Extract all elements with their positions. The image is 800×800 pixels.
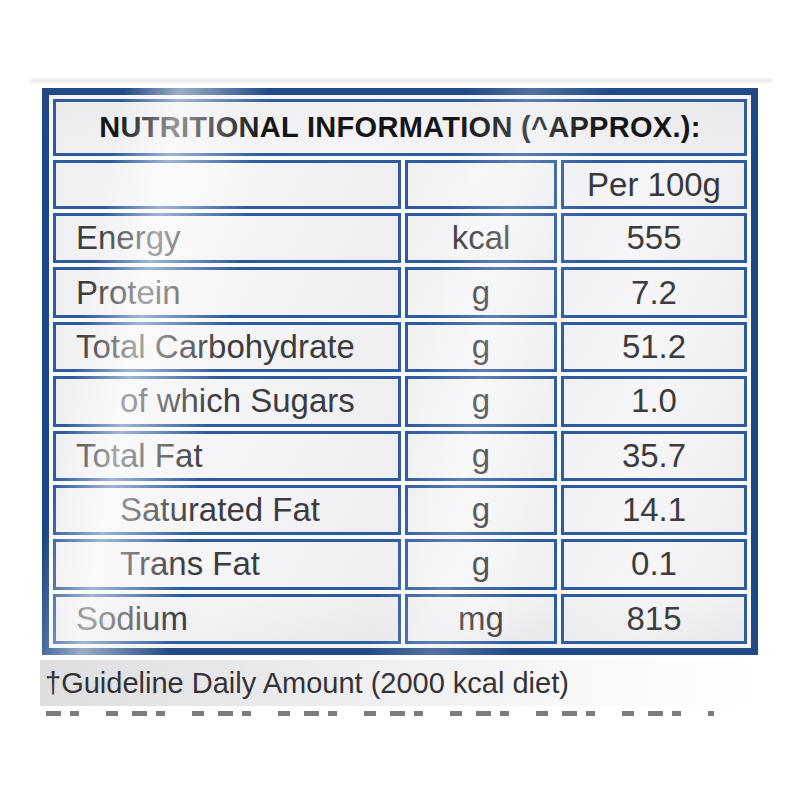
row-value: 51.2 xyxy=(561,322,747,372)
row-value: 35.7 xyxy=(561,431,747,481)
row-value: 815 xyxy=(561,594,747,644)
row-value: 1.0 xyxy=(561,376,747,426)
row-unit: g xyxy=(405,376,557,426)
nutrition-label-photo: NUTRITIONAL INFORMATION (^APPROX.): Per … xyxy=(0,0,800,800)
column-header-label-blank xyxy=(53,160,401,209)
row-label: Total Carbohydrate xyxy=(53,322,401,372)
row-label: Saturated Fat xyxy=(53,485,401,535)
table-row: Sodium mg 815 xyxy=(53,594,747,644)
row-label: Energy xyxy=(53,213,401,263)
row-value: 7.2 xyxy=(561,267,747,317)
package-fold-edge xyxy=(30,79,772,85)
table-row: Trans Fat g 0.1 xyxy=(53,539,747,589)
column-header-per-100g: Per 100g xyxy=(561,160,747,209)
table-row: of which Sugars g 1.0 xyxy=(53,376,747,426)
row-unit: g xyxy=(405,267,557,317)
row-label: Total Fat xyxy=(53,431,401,481)
table-row: Energy kcal 555 xyxy=(53,213,747,263)
row-label: Trans Fat xyxy=(53,539,401,589)
row-value: 0.1 xyxy=(561,539,747,589)
table-row: Protein g 7.2 xyxy=(53,267,747,317)
row-value: 555 xyxy=(561,213,747,263)
row-unit: g xyxy=(405,539,557,589)
row-unit: g xyxy=(405,431,557,481)
row-value: 14.1 xyxy=(561,485,747,535)
table-row: Total Fat g 35.7 xyxy=(53,431,747,481)
row-label: of which Sugars xyxy=(53,376,401,426)
table-row: Total Carbohydrate g 51.2 xyxy=(53,322,747,372)
row-unit: g xyxy=(405,485,557,535)
row-unit: g xyxy=(405,322,557,372)
table-title: NUTRITIONAL INFORMATION (^APPROX.): xyxy=(53,99,747,156)
table-row: Saturated Fat g 14.1 xyxy=(53,485,747,535)
cutoff-text-line xyxy=(46,711,714,716)
footnote-guideline-daily-amount: †Guideline Daily Amount (2000 kcal diet) xyxy=(40,660,762,706)
nutrition-table: NUTRITIONAL INFORMATION (^APPROX.): Per … xyxy=(42,88,758,655)
row-label: Protein xyxy=(53,267,401,317)
column-header-unit-blank xyxy=(405,160,557,209)
row-unit: mg xyxy=(405,594,557,644)
column-header-row: Per 100g xyxy=(53,160,747,209)
row-unit: kcal xyxy=(405,213,557,263)
row-label: Sodium xyxy=(53,594,401,644)
